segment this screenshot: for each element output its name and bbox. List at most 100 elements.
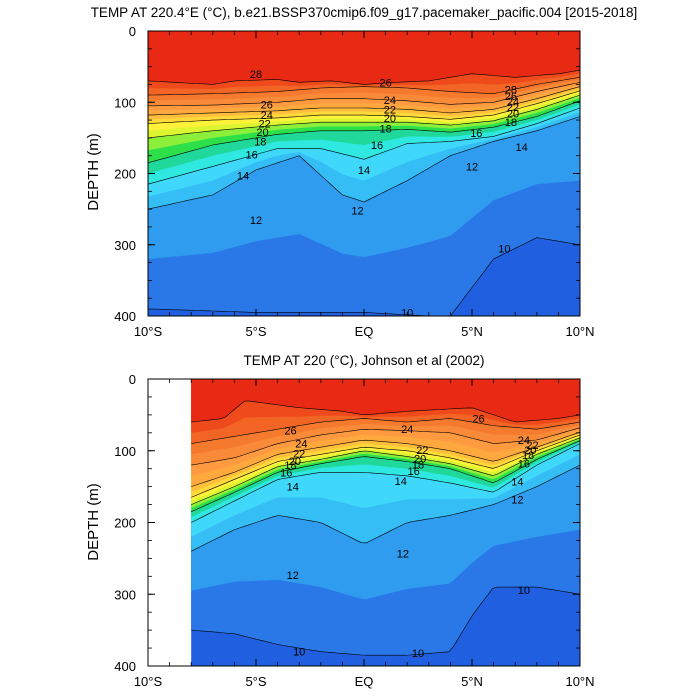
x-tick-label: 5°S	[245, 324, 266, 339]
contour-label: 14	[237, 171, 249, 183]
contour-label: 18	[412, 459, 424, 471]
isotherm-line-22	[147, 86, 581, 116]
y-tick-label: 200	[114, 516, 136, 531]
contour-label: 26	[505, 91, 517, 103]
contour-label: 12	[511, 495, 523, 507]
bottom-y-axis-label: DEPTH (m)	[85, 483, 102, 561]
contour-label: 24	[518, 435, 530, 447]
top-contour-plot	[147, 31, 581, 317]
contour-label: 22	[259, 119, 271, 131]
contour-label: 20	[414, 454, 426, 466]
top-panel-title: TEMP AT 220.4°E (°C), b.e21.BSSP370cmip6…	[91, 5, 638, 20]
contour-label: 22	[416, 445, 428, 457]
contour-label: 24	[507, 97, 519, 109]
x-tick-label: 5°N	[461, 674, 483, 689]
isotherm-line-16	[191, 440, 581, 512]
contour-label: 18	[522, 450, 534, 462]
top-contour-labels: 2826242220181614122624222018161412161412…	[237, 69, 528, 320]
contour-label: 22	[526, 440, 538, 452]
contour-label: 26	[379, 77, 391, 89]
y-tick-label: 200	[114, 167, 136, 182]
contour-label: 26	[472, 413, 484, 425]
bottom-contour-labels: 2624222018161412102422201816141226242220…	[280, 413, 538, 660]
contour-label: 12	[466, 161, 478, 173]
x-tick-label: EQ	[355, 324, 374, 339]
contour-label: 18	[505, 117, 517, 129]
x-tick-label: EQ	[355, 674, 374, 689]
y-tick-label: 0	[129, 372, 136, 387]
contour-label: 18	[254, 136, 266, 148]
contour-label: 20	[524, 445, 536, 457]
contour-label: 20	[256, 127, 268, 139]
y-tick-label: 400	[114, 309, 136, 324]
isotherm-line-14	[147, 107, 581, 185]
contour-label: 18	[379, 124, 391, 136]
y-tick-label: 300	[114, 238, 136, 253]
contour-label: 14	[287, 482, 299, 494]
contour-label: 22	[507, 102, 519, 114]
y-tick-label: 400	[114, 659, 136, 674]
contour-label: 20	[289, 456, 301, 468]
contour-band-28	[191, 379, 580, 423]
contour-label: 10	[412, 648, 424, 660]
x-tick-label: 5°S	[245, 674, 266, 689]
top-y-axis-label: DEPTH (m)	[85, 133, 102, 211]
contour-label: 18	[284, 460, 296, 472]
contour-label: 16	[408, 466, 420, 478]
isotherm-line-12	[191, 464, 581, 552]
top-panel: TEMP AT 220.4°E (°C), b.e21.BSSP370cmip6…	[85, 5, 637, 339]
isotherm-line-28	[147, 69, 581, 85]
contour-label: 28	[250, 69, 262, 81]
contour-label: 16	[280, 467, 292, 479]
contour-label: 24	[401, 424, 413, 436]
isotherm-line-20	[191, 434, 581, 498]
isotherm-line-20	[147, 90, 581, 124]
contour-label: 26	[261, 99, 273, 111]
isotherm-line-22	[191, 431, 581, 487]
contour-label: 14	[516, 142, 528, 154]
contour-label: 28	[505, 84, 517, 96]
contour-label: 16	[371, 140, 383, 152]
isotherm-line-18	[191, 437, 581, 505]
isotherm-line-24	[148, 82, 581, 107]
x-tick-label: 10°N	[565, 674, 594, 689]
contour-label: 10	[293, 647, 305, 659]
y-tick-label: 100	[114, 95, 136, 110]
contour-label: 12	[250, 215, 262, 227]
x-tick-label: 10°S	[134, 674, 163, 689]
contour-label: 14	[511, 477, 523, 489]
contour-label: 24	[384, 95, 396, 107]
isotherm-line-18	[147, 94, 581, 139]
isotherm-line-10	[191, 586, 581, 656]
contour-label: 20	[507, 109, 519, 121]
isotherm-line-28	[191, 400, 581, 423]
x-tick-label: 10°N	[565, 324, 594, 339]
x-tick-label: 5°N	[461, 324, 483, 339]
x-tick-label: 10°S	[134, 324, 163, 339]
contour-label: 12	[351, 206, 363, 218]
bottom-panel-title: TEMP AT 220 (°C), Johnson et al (2002)	[243, 353, 484, 368]
contour-label: 26	[284, 426, 296, 438]
bottom-panel: TEMP AT 220 (°C), Johnson et al (2002) D…	[85, 353, 595, 689]
contour-label: 24	[295, 439, 307, 451]
isotherm-line-26	[147, 77, 581, 96]
contour-label: 14	[395, 476, 407, 488]
contour-label: 22	[293, 449, 305, 461]
isotherm-line-14	[191, 443, 581, 523]
isotherm-line-16	[147, 100, 581, 164]
bottom-contour-plot	[191, 379, 581, 666]
contour-label: 10	[518, 585, 530, 597]
contour-label: 16	[518, 459, 530, 471]
y-tick-label: 300	[114, 587, 136, 602]
contour-band-28	[148, 31, 580, 85]
contour-label: 20	[384, 113, 396, 125]
contour-label: 16	[470, 128, 482, 140]
contour-label: 12	[287, 570, 299, 582]
contour-label: 22	[384, 104, 396, 116]
contour-label: 24	[261, 110, 273, 122]
isotherm-line-12	[147, 116, 581, 210]
contour-label: 16	[246, 149, 258, 161]
